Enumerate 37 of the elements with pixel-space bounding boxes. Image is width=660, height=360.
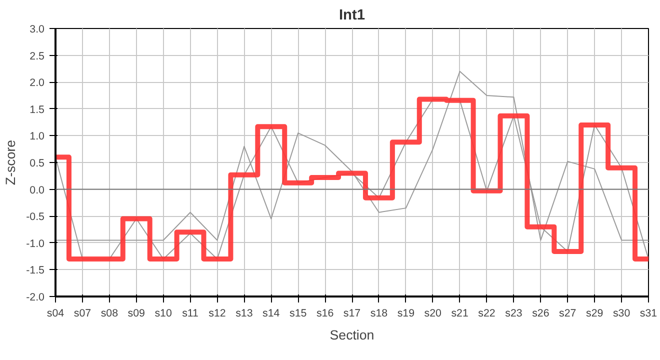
chart-title: Int1 (338, 8, 366, 24)
y-tick-label: 0.0 (30, 184, 45, 196)
x-tick-label: s13 (236, 308, 253, 320)
x-tick-label: s30 (612, 308, 630, 320)
x-tick-label: s31 (640, 308, 658, 320)
x-tick-label: s12 (208, 308, 226, 320)
x-tick-label: s19 (397, 308, 415, 320)
x-tick-label: s22 (478, 308, 496, 320)
y-tick-label: -1.5 (26, 264, 45, 277)
x-tick-label: s14 (262, 308, 280, 320)
y-tick-label: 2.0 (30, 77, 45, 90)
x-tick-label: s27 (559, 308, 576, 320)
y-tick-label: 1.0 (30, 130, 45, 143)
x-tick-label: s04 (46, 308, 64, 320)
y-tick-label: 1.5 (30, 104, 45, 116)
x-tick-label: s26 (532, 308, 550, 320)
y-axis-title: Z-score (3, 140, 18, 186)
x-tick-label: s09 (128, 308, 146, 320)
x-tick-label: s20 (424, 308, 442, 320)
x-tick-label: s18 (370, 308, 388, 320)
y-tick-label: -0.5 (26, 211, 45, 224)
y-tick-label: 0.5 (30, 158, 45, 170)
y-tick-label: -1.0 (26, 238, 45, 250)
x-tick-label: s29 (586, 308, 604, 320)
x-tick-label: s15 (290, 308, 307, 320)
x-axis-title: Section (330, 328, 374, 342)
x-tick-label: s10 (154, 308, 172, 320)
x-tick-label: s11 (182, 308, 199, 320)
x-tick-label: s17 (343, 308, 361, 320)
x-tick-label: s07 (74, 308, 92, 320)
x-tick-label: s21 (451, 308, 468, 320)
y-tick-label: 2.5 (30, 50, 45, 62)
x-tick-label: s16 (316, 308, 334, 320)
y-tick-label: -2.0 (26, 292, 45, 304)
y-tick-label: 3.0 (30, 24, 45, 36)
x-tick-label: s23 (505, 308, 522, 320)
x-tick-label: s08 (100, 308, 118, 320)
